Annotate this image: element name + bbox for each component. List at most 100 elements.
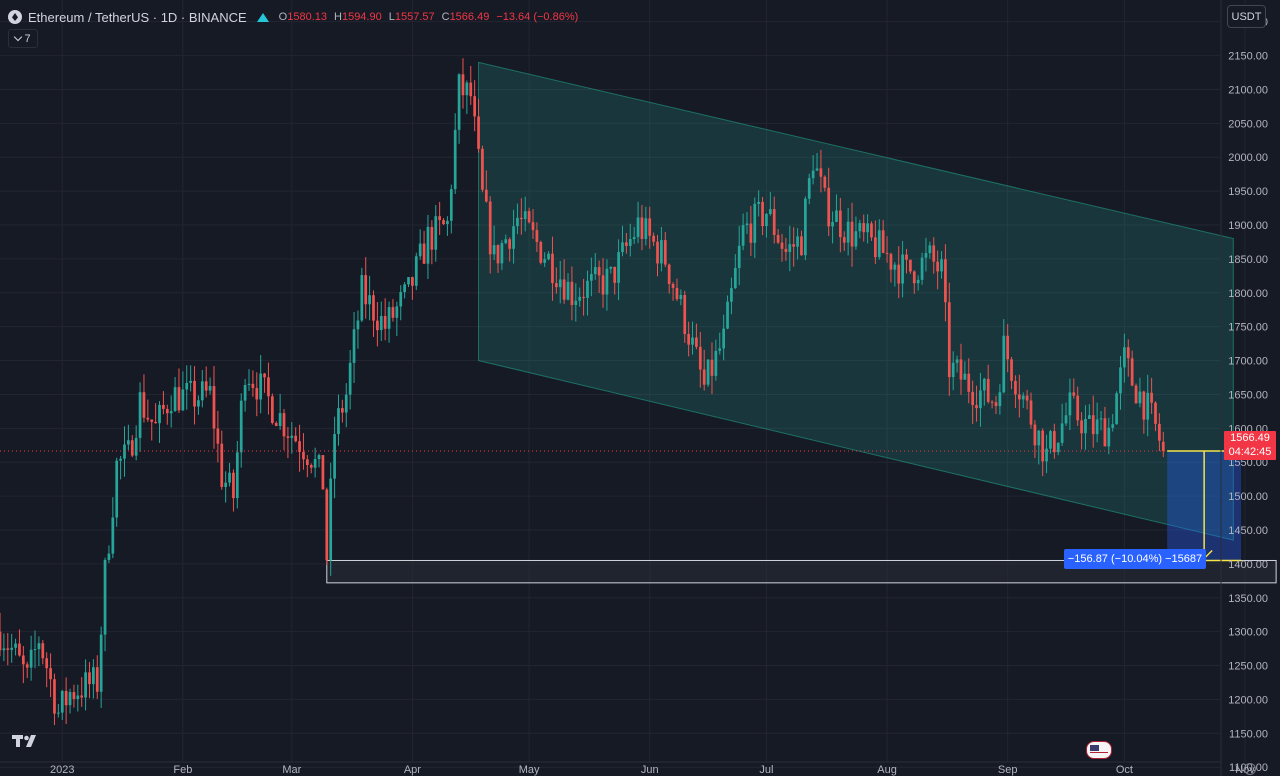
chevron-down-icon — [14, 32, 23, 42]
tradingview-logo-icon[interactable] — [12, 734, 40, 748]
candle-body — [212, 386, 216, 429]
candle-body — [1134, 385, 1138, 404]
candle-body — [6, 648, 10, 650]
candle-body — [138, 392, 142, 438]
price-range-measure[interactable] — [1167, 450, 1242, 562]
candle-body — [695, 337, 698, 347]
candle-body — [1119, 367, 1122, 394]
gear-icon[interactable] — [1244, 763, 1256, 775]
candle-body — [1002, 335, 1006, 393]
candle-body — [442, 220, 445, 225]
candle-body — [1084, 418, 1087, 434]
candle-body — [103, 559, 107, 635]
ohlc-item: L1557.57 — [389, 11, 435, 23]
candle-body — [593, 267, 597, 275]
price-axis[interactable]: 1100.001150.001200.001250.001300.001350.… — [1220, 0, 1268, 776]
time-axis[interactable]: 2023 Feb Mar Apr May Jun Jul Aug Sep Oct Nov — [0, 761, 1255, 776]
candle-body — [979, 390, 982, 409]
candle-body — [352, 329, 356, 363]
channel-area — [478, 61, 1234, 541]
descending-channel[interactable] — [478, 61, 1234, 541]
candle-body — [551, 253, 554, 284]
candle-body — [675, 287, 679, 300]
candle-body — [632, 237, 636, 240]
candle-body — [535, 230, 539, 242]
candle-body — [527, 211, 531, 223]
price-tick-label: 1950.00 — [1228, 186, 1268, 198]
candle-body — [928, 245, 932, 254]
candle-body — [263, 373, 266, 378]
candle-body — [173, 387, 177, 412]
candle-body — [1006, 335, 1010, 360]
support-zone[interactable] — [326, 559, 1277, 584]
candle-body — [1021, 395, 1025, 400]
candle-body — [1033, 424, 1037, 446]
ohlc-values: O1580.13 H1594.90 L1557.57 C1566.49 −13.64 (… — [279, 11, 579, 23]
candle-body — [586, 280, 589, 298]
price-tick-label: 2050.00 — [1228, 118, 1268, 130]
candle-body — [426, 226, 430, 264]
candle-body — [422, 243, 426, 264]
ohlc-item: O1580.13 — [279, 11, 327, 23]
us-flag-icon[interactable] — [1086, 741, 1112, 759]
candle-body — [333, 434, 336, 479]
candle-body — [986, 378, 990, 402]
candle-body — [706, 359, 710, 385]
candle-body — [107, 553, 111, 560]
candle-body — [539, 241, 543, 263]
candle-body — [842, 237, 846, 243]
candle-body — [64, 690, 68, 706]
candle-body — [162, 404, 165, 409]
support-zone-rect — [326, 559, 1277, 584]
candle-body — [1111, 424, 1115, 428]
candle-body — [360, 275, 364, 321]
candle-body — [165, 408, 169, 414]
candle-body — [543, 259, 547, 263]
candle-body — [554, 283, 558, 288]
candle-body — [10, 647, 14, 650]
candle-body — [858, 223, 862, 232]
candle-body — [484, 189, 488, 202]
candle-body — [356, 320, 360, 330]
candle-body — [547, 253, 550, 260]
candle-body — [761, 201, 764, 227]
candle-body — [508, 239, 512, 249]
candle-body — [1060, 423, 1064, 443]
candle-body — [519, 217, 523, 220]
candle-body — [329, 478, 333, 561]
candle-body — [235, 452, 239, 499]
candle-body — [1037, 430, 1041, 446]
candle-body — [512, 226, 515, 249]
market-status-icon[interactable] — [256, 12, 269, 22]
candle-body — [1095, 419, 1099, 435]
candle-body — [286, 436, 290, 438]
candle-body — [1041, 430, 1045, 462]
price-tick-label: 1750.00 — [1228, 322, 1268, 334]
candle-body — [722, 328, 726, 349]
candle-body — [430, 226, 434, 250]
candle-body — [889, 253, 893, 270]
symbol-title[interactable]: Ethereum / TetherUS · 1D · BINANCE — [28, 9, 247, 25]
candle-body — [1088, 415, 1091, 419]
ohlc-value: 1566.49 — [449, 11, 490, 23]
currency-selector-button[interactable]: USDT — [1227, 5, 1266, 28]
candle-body — [1161, 441, 1165, 452]
time-tick-label: Mar — [282, 764, 301, 776]
candle-body — [2, 648, 6, 651]
candle-body — [1080, 420, 1083, 434]
candle-body — [434, 216, 438, 250]
candle-body — [259, 373, 263, 400]
candle-body — [321, 455, 325, 490]
candle-body — [1154, 402, 1157, 424]
indicators-toggle-button[interactable]: 7 — [8, 29, 38, 48]
candle-body — [667, 264, 671, 284]
candle-body — [1010, 359, 1013, 381]
candle-body — [940, 259, 943, 272]
candle-body — [255, 388, 259, 400]
candle-body — [14, 643, 17, 648]
candle-body — [95, 667, 99, 692]
candle-body — [127, 440, 130, 445]
candle-body — [621, 242, 624, 253]
candle-body — [204, 381, 208, 391]
